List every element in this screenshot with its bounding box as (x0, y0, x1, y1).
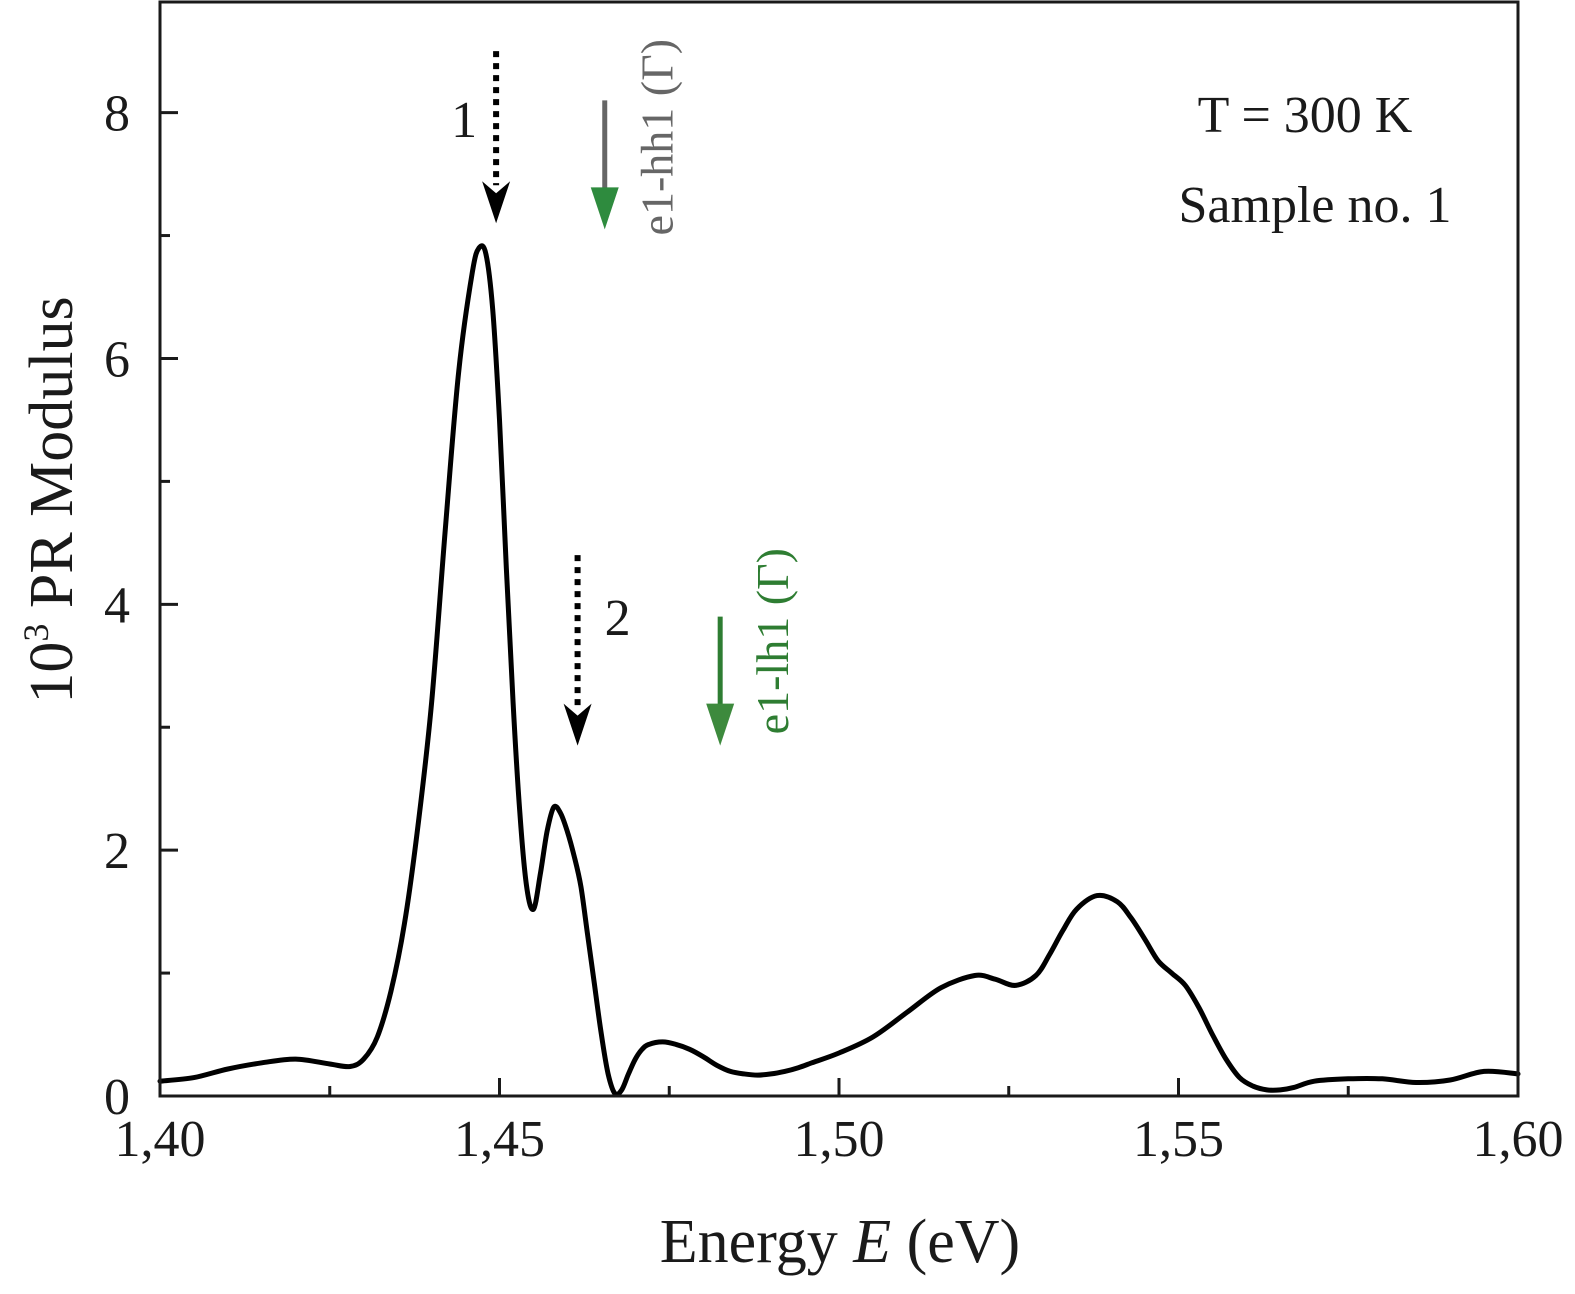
legend-temperature: T = 300 K (1198, 87, 1413, 144)
legend-sample: Sample no. 1 (1179, 177, 1452, 234)
y-axis-title-rest: PR Modulus (18, 296, 86, 623)
x-tick-label: 1,55 (1133, 1111, 1224, 1168)
y-tick-label: 0 (104, 1069, 130, 1126)
annotation-label-transition: e1-lh1 (Γ) (747, 548, 798, 734)
annotation-arrow-head-2 (563, 703, 592, 746)
y-tick-label: 4 (104, 577, 130, 634)
annotation-label-2: 2 (605, 590, 631, 647)
y-tick-label: 6 (104, 331, 130, 388)
plot-frame (158, 0, 1520, 1098)
y-axis-title-base: 10 (18, 642, 86, 704)
series-line-pr-modulus (157, 243, 1521, 1097)
annotation-arrow-head-1 (482, 181, 511, 224)
x-axis-title-suffix: (eV) (891, 1208, 1020, 1276)
x-tick-label: 1,60 (1473, 1111, 1564, 1168)
y-tick-label: 2 (104, 823, 130, 880)
annotations: 1 2 e1-hh1 (Γ) e1-lh1 (Γ) (451, 39, 798, 746)
annotation-label-transition: e1-hh1 (Γ) (632, 39, 683, 235)
y-tick-label: 8 (104, 86, 130, 143)
y-axis-title-exp: 3 (16, 624, 56, 642)
annotation-label-1: 1 (451, 92, 477, 149)
x-axis-title-var: E (852, 1208, 891, 1276)
annotation-arrow-head (706, 703, 735, 746)
annotation-arrow-head (590, 187, 619, 230)
x-tick-label: 1,40 (115, 1111, 206, 1168)
x-axis-title-prefix: Energy (660, 1208, 853, 1276)
x-tick-label: 1,50 (794, 1111, 885, 1168)
y-axis-title: 103 PR Modulus (16, 296, 86, 703)
tick-labels: 1,40 1,45 1,50 1,55 1,60 0 2 4 6 8 (104, 86, 1564, 1168)
x-axis-title: Energy E (eV) (660, 1208, 1020, 1276)
x-tick-label: 1,45 (454, 1111, 545, 1168)
